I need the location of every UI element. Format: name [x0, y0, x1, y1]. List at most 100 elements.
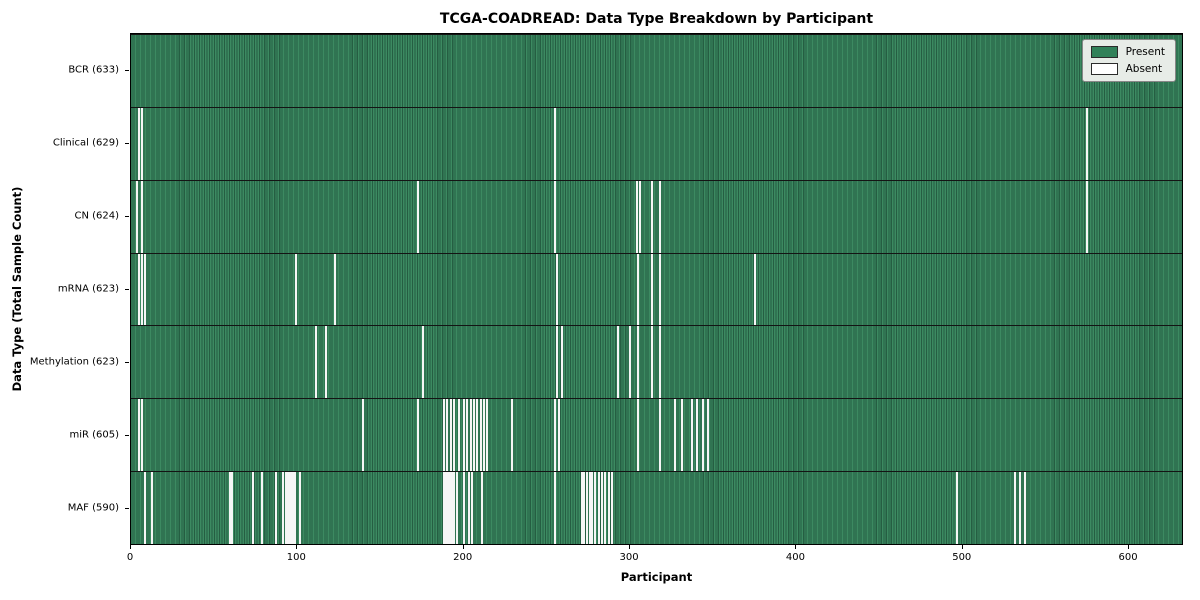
absent-mark	[325, 326, 328, 399]
absent-mark	[702, 399, 705, 472]
absent-mark	[690, 399, 693, 472]
data-row-mir	[131, 398, 1182, 472]
absent-mark	[453, 472, 456, 545]
data-row-mrna	[131, 252, 1182, 326]
absent-mark	[416, 180, 419, 253]
absent-mark	[473, 399, 476, 472]
absent-mark	[135, 180, 138, 253]
absent-mark	[444, 472, 447, 545]
absent-mark	[137, 253, 140, 326]
absent-mark	[650, 326, 653, 399]
absent-mark	[463, 472, 466, 545]
absent-mark	[458, 399, 461, 472]
absent-mark	[695, 399, 698, 472]
absent-mark	[590, 472, 593, 545]
y-tick-label: BCR (633)	[68, 64, 119, 76]
y-tick-mark	[125, 142, 129, 144]
absent-mark	[680, 399, 683, 472]
absent-mark	[554, 107, 557, 180]
absent-mark	[650, 253, 653, 326]
absent-mark	[315, 326, 318, 399]
data-row-bcr	[131, 34, 1182, 107]
absent-mark	[956, 472, 959, 545]
x-tick-mark	[1128, 545, 1130, 549]
absent-mark	[443, 472, 446, 545]
absent-mark	[137, 399, 140, 472]
absent-mark	[557, 399, 560, 472]
absent-mark	[144, 253, 147, 326]
absent-mark	[1019, 472, 1022, 545]
y-tick-label: mRNA (623)	[57, 283, 119, 295]
y-tick-mark	[125, 435, 129, 437]
absent-mark	[1085, 107, 1088, 180]
data-row-cn	[131, 179, 1182, 253]
legend-item: Absent	[1090, 63, 1165, 75]
absent-mark	[288, 472, 291, 545]
absent-mark	[468, 472, 471, 545]
x-tick-mark	[462, 545, 464, 549]
absent-mark	[610, 472, 613, 545]
absent-mark	[1085, 180, 1088, 253]
absent-mark	[482, 399, 485, 472]
absent-mark	[453, 399, 456, 472]
y-tick-mark	[125, 215, 129, 217]
chart-title: TCGA-COADREAD: Data Type Breakdown by Pa…	[439, 11, 874, 27]
data-row-maf	[131, 471, 1182, 545]
absent-mark	[144, 472, 147, 545]
absent-mark	[637, 253, 640, 326]
absent-mark	[446, 399, 449, 472]
absent-mark	[443, 399, 446, 472]
absent-mark	[282, 472, 285, 545]
absent-mark	[554, 180, 557, 253]
x-axis-label: Participant	[620, 570, 693, 584]
absent-mark	[260, 472, 263, 545]
absent-mark	[597, 472, 600, 545]
absent-mark	[481, 472, 484, 545]
absent-mark	[479, 399, 482, 472]
absent-mark	[486, 399, 489, 472]
absent-mark	[466, 399, 469, 472]
absent-mark	[635, 180, 638, 253]
y-tick-mark	[125, 362, 129, 364]
absent-mark	[292, 472, 295, 545]
absent-mark	[228, 472, 231, 545]
absent-mark	[293, 472, 296, 545]
absent-mark	[673, 399, 676, 472]
absent-mark	[594, 472, 597, 545]
absent-mark	[753, 253, 756, 326]
absent-mark	[1024, 472, 1027, 545]
absent-mark	[1014, 472, 1017, 545]
absent-mark	[421, 326, 424, 399]
x-tick-mark	[629, 545, 631, 549]
y-axis: BCR (633) Clinical (629) CN (624) mRNA (623…	[0, 33, 129, 545]
absent-mark	[585, 472, 588, 545]
absent-mark	[252, 472, 255, 545]
absent-mark	[446, 472, 449, 545]
absent-mark	[582, 472, 585, 545]
absent-mark	[290, 472, 293, 545]
absent-mark	[275, 472, 278, 545]
absent-mark	[140, 107, 143, 180]
y-tick-label: Clinical (629)	[52, 137, 119, 149]
absent-mark	[658, 326, 661, 399]
absent-mark	[140, 399, 143, 472]
absent-mark	[607, 472, 610, 545]
absent-mark	[637, 326, 640, 399]
absent-mark	[658, 180, 661, 253]
absent-mark	[451, 472, 454, 545]
absent-mark	[150, 472, 153, 545]
absent-mark	[707, 399, 710, 472]
absent-mark	[448, 472, 451, 545]
x-tick-label: 0	[126, 552, 134, 563]
x-tick-mark	[961, 545, 963, 549]
absent-mark	[469, 399, 472, 472]
absent-mark	[658, 253, 661, 326]
y-tick-mark	[125, 69, 129, 71]
absent-mark	[137, 107, 140, 180]
absent-mark	[295, 253, 298, 326]
absent-mark	[629, 326, 632, 399]
absent-mark	[650, 180, 653, 253]
absent-mark	[511, 399, 514, 472]
legend-swatch-icon	[1090, 46, 1118, 58]
